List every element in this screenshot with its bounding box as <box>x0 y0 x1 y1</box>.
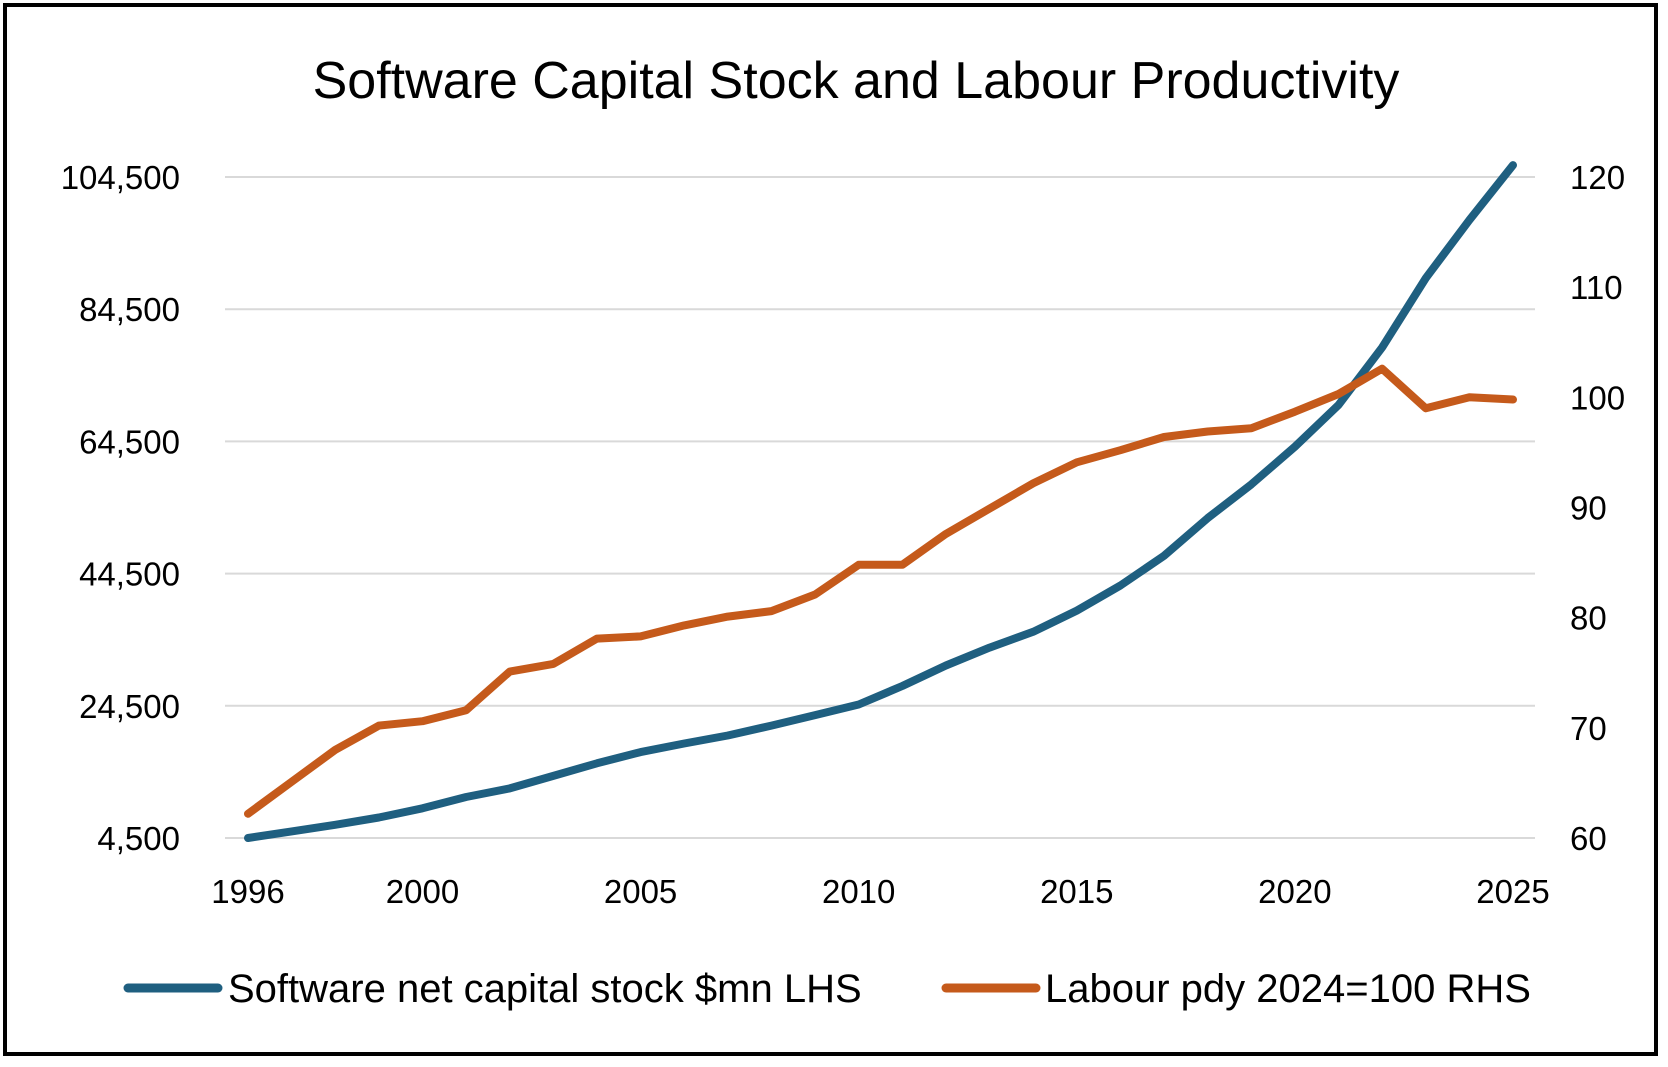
x-tick-label: 2005 <box>604 873 677 910</box>
x-tick-label: 2020 <box>1258 873 1331 910</box>
left-tick-label: 104,500 <box>61 159 180 196</box>
x-axis-ticks: 1996 2000 2005 2010 2015 2020 2025 <box>211 873 1549 910</box>
legend-label-labour: Labour pdy 2024=100 RHS <box>1045 967 1531 1011</box>
right-axis-ticks: 60 70 80 90 100 110 120 <box>1570 159 1625 857</box>
right-tick-label: 60 <box>1570 820 1607 857</box>
series-line-labour-productivity <box>244 364 1517 818</box>
right-tick-label: 100 <box>1570 379 1625 416</box>
left-tick-label: 44,500 <box>79 556 180 593</box>
x-tick-label: 2025 <box>1476 873 1549 910</box>
legend: Software net capital stock $mn LHS Labou… <box>123 967 1531 1011</box>
series-lines <box>244 161 1517 842</box>
left-tick-label: 84,500 <box>79 291 180 328</box>
right-tick-label: 90 <box>1570 490 1607 527</box>
right-tick-label: 70 <box>1570 710 1607 747</box>
chart-frame <box>3 3 1658 1056</box>
x-tick-label: 2015 <box>1040 873 1113 910</box>
x-tick-label: 2010 <box>822 873 895 910</box>
x-tick-label: 2000 <box>386 873 459 910</box>
right-tick-label: 110 <box>1570 269 1623 306</box>
left-tick-label: 24,500 <box>79 688 180 725</box>
left-axis-ticks: 4,500 24,500 44,500 64,500 84,500 104,500 <box>61 159 180 857</box>
gridlines <box>225 176 1535 839</box>
right-tick-label: 120 <box>1570 159 1625 196</box>
right-tick-label: 80 <box>1570 600 1607 637</box>
series-line-software-capital <box>244 161 1517 842</box>
left-tick-label: 64,500 <box>79 423 180 460</box>
left-tick-label: 4,500 <box>97 820 180 857</box>
x-tick-label: 1996 <box>211 873 284 910</box>
legend-label-software: Software net capital stock $mn LHS <box>228 967 862 1011</box>
chart-title: Software Capital Stock and Labour Produc… <box>313 52 1400 110</box>
